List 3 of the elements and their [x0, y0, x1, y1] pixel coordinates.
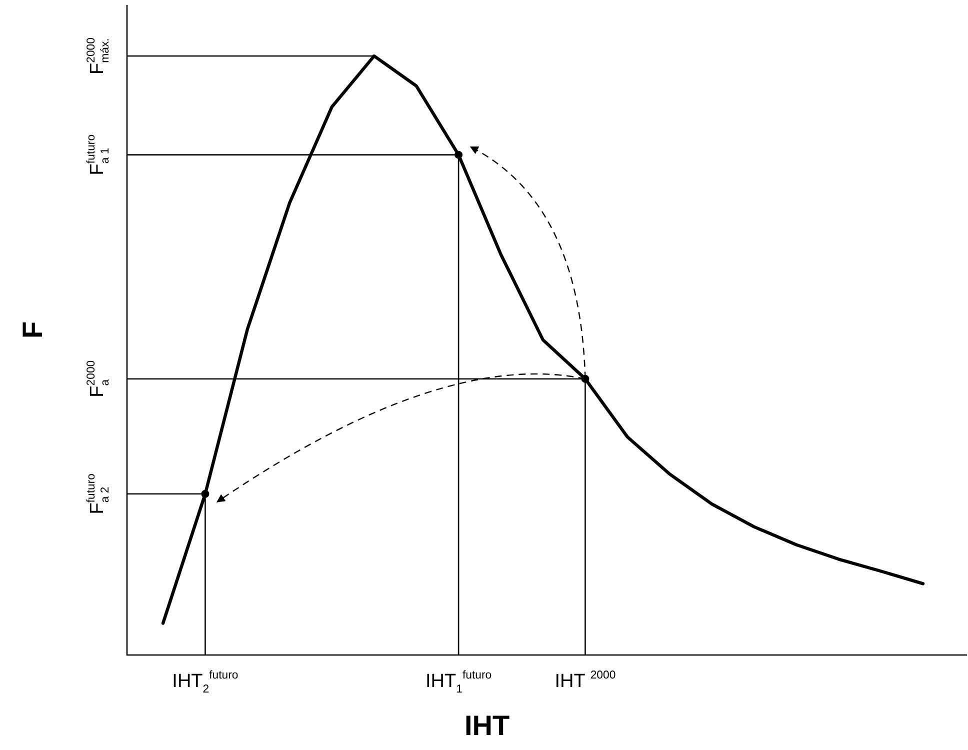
x-axis-title: IHT	[464, 710, 510, 741]
x-tick-label: IHT $^{2000}$	[554, 669, 616, 692]
y-axis-title: F	[17, 321, 48, 339]
